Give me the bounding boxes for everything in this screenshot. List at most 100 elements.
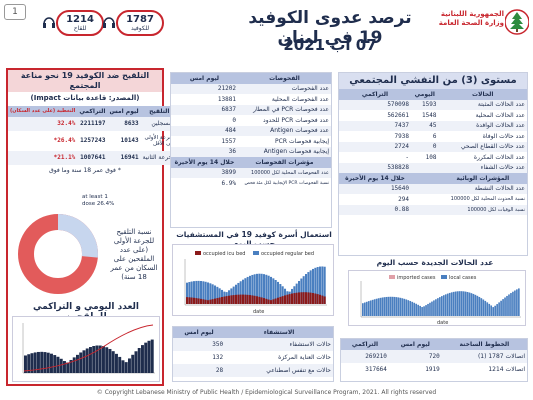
icu-bed-bar	[249, 295, 252, 304]
regular-bed-bar	[253, 274, 256, 304]
report-date: 07 آب 2021	[283, 36, 377, 54]
copyright-footer: © Copyright Lebanese Ministry of Public …	[96, 389, 437, 396]
regular-bed-bar	[256, 273, 259, 304]
local-case-bar	[504, 297, 506, 316]
local-case-bar	[363, 302, 366, 316]
daily-vaccination-chart	[12, 316, 160, 382]
local-case-bar	[407, 300, 410, 316]
legend-local-label: local cases	[449, 275, 477, 281]
icu-bed-bar	[258, 296, 261, 304]
icu-bed-bar	[286, 294, 289, 304]
regular-bed-bar	[277, 281, 280, 304]
test-label: عدد فحوصات PCR للحدود	[263, 116, 329, 124]
ministry-line-1: الجمهورية اللبنانية	[440, 10, 504, 18]
regular-bed-bar	[186, 282, 189, 304]
bed-value: 132	[212, 353, 224, 361]
test-value: 13881	[217, 95, 236, 103]
daily-vaccination-bar	[76, 354, 79, 373]
daily-vaccination-bar	[147, 340, 151, 373]
indicator-label: عدد الحالات النشطة	[438, 183, 527, 194]
local-case-bar	[450, 292, 453, 316]
icu-bed-bar	[256, 296, 259, 304]
local-case-bar	[512, 291, 514, 316]
local-case-bar	[415, 303, 417, 316]
daily-vaccination-bar	[79, 352, 83, 373]
local-case-bar	[433, 300, 435, 316]
cases-chart-svg: imported cases local cases date	[360, 275, 521, 326]
icu-bed-bar	[309, 292, 312, 304]
local-case-bar	[373, 299, 376, 316]
donut-title: نسبة التلقيح للجرعة الأولى (على عدد المل…	[110, 228, 158, 281]
regular-bed-bar	[216, 286, 219, 304]
column-header-vaccination: التلقيح	[140, 106, 178, 117]
chart-axis	[360, 281, 521, 318]
regular-bed-bar	[270, 276, 273, 304]
hospitalization-table: ليوم امس الاستشفاء 350 حالات الاستشفاء 13…	[173, 327, 333, 377]
local-case-bar	[514, 290, 516, 316]
tests-panel: ليوم امس الفحوصات 21202 عدد الفحوصات 1388…	[170, 72, 332, 228]
regular-bed-bar	[235, 284, 238, 304]
local-case-bar	[381, 297, 384, 316]
local-case-bar	[397, 297, 400, 316]
daily-vaccination-bar	[141, 345, 144, 373]
daily-vaccination-bar	[82, 350, 86, 373]
daily-vaccination-bar	[124, 362, 128, 373]
local-case-bar	[474, 294, 477, 316]
table-row: *26.4% 1257243 10143 الجرعة الأولى على ا…	[8, 131, 178, 151]
local-case-bar	[496, 304, 498, 316]
x-axis-label: date	[253, 309, 264, 315]
regular-bed-bar	[281, 286, 284, 304]
icu-bed-bar	[298, 292, 301, 304]
icu-bed-bar	[225, 296, 228, 304]
row-label: عدد الحالات المكررة	[473, 153, 525, 161]
hospital-beds-chart: occupied icu bed occupied regular bed da…	[172, 244, 334, 316]
icu-bed-bar	[218, 297, 221, 304]
local-case-bar	[403, 298, 406, 316]
table-row: 317664 1919 اتصالات 1214	[341, 363, 527, 376]
table-row: 538828 عدد حالات الشفاء	[339, 162, 527, 173]
icu-bed-bar	[316, 294, 319, 304]
regular-bed-bar	[312, 268, 315, 304]
spread-level-title: مستوى (3) من التفشي المجتمعي	[339, 73, 527, 89]
table-header-row: التغطية (على عدد السكان) التراكمي ليوم ا…	[8, 106, 178, 117]
regular-bed-bar	[316, 267, 319, 304]
local-case-bar	[490, 305, 493, 316]
regular-bed-bar	[307, 272, 310, 304]
icu-bed-bar	[228, 295, 231, 304]
local-case-bar	[492, 307, 495, 316]
test-label: عدد الفحوصات	[237, 83, 331, 94]
local-case-bar	[476, 295, 479, 316]
daily-vaccination-bar	[53, 355, 57, 373]
chart-axis	[184, 259, 327, 306]
daily-vaccination-bar	[137, 348, 141, 373]
positivity-value: 3899	[171, 167, 238, 178]
icu-bed-bar	[267, 299, 270, 304]
regular-bed-bar	[302, 276, 305, 304]
legend-icu-swatch	[195, 251, 201, 255]
local-case-bar	[377, 298, 380, 316]
table-row: 2724 0 عدد حالات القطاع الصحي	[339, 141, 527, 152]
regular-bed-bar	[300, 278, 303, 304]
page-number: 1	[4, 4, 26, 20]
positivity-label: عدد الفحوصات المحلية لكل 100000	[237, 167, 331, 178]
local-case-bar	[486, 302, 489, 316]
ministry-name: الجمهورية اللبنانية وزارة الصحة العامة	[432, 10, 504, 28]
local-case-bar	[480, 298, 483, 316]
icu-bed-bar	[272, 299, 275, 304]
local-case-bar	[383, 297, 386, 316]
icu-bed-bar	[246, 294, 249, 304]
cumulative-value: 2724	[339, 141, 411, 152]
cases-table: التراكمي اليومي الحالات 570098 1593 عدد ال…	[339, 89, 527, 215]
local-case-bar	[488, 303, 491, 316]
daily-vaccination-bar	[105, 347, 109, 373]
daily-vaccination-bar	[121, 360, 125, 373]
vaccination-table: التغطية (على عدد السكان) التراكمي ليوم ا…	[8, 106, 178, 165]
test-value: 484	[171, 125, 238, 136]
row-label: عدد حالات الوفاة	[482, 132, 525, 140]
daily-vaccination-bar	[27, 354, 31, 373]
icu-bed-bar	[221, 297, 224, 304]
local-case-bar	[452, 291, 455, 316]
table-row: 36 إيجابية فحوصات Antigen	[171, 146, 331, 157]
row-label: الجرعة الثانية	[140, 150, 178, 165]
hotline-calls-table: التراكمي ليوم امس الخطوط الساخنة 269210 7…	[341, 339, 527, 376]
